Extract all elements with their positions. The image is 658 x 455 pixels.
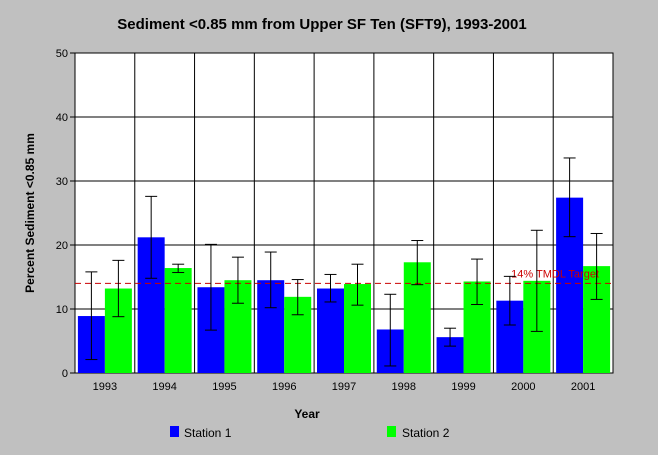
y-tick-label: 20 — [56, 240, 68, 252]
x-tick-label: 1995 — [212, 381, 236, 393]
y-tick-label: 0 — [62, 368, 68, 380]
x-tick-label: 2000 — [511, 381, 535, 393]
legend-label-station-2: Station 2 — [402, 426, 450, 440]
bar-station-2-1994 — [164, 268, 192, 373]
x-tick-label: 1997 — [332, 381, 356, 393]
x-axis-label: Year — [294, 407, 320, 421]
y-tick-label: 40 — [56, 112, 68, 124]
x-tick-label: 2001 — [571, 381, 595, 393]
chart-title: Sediment <0.85 mm from Upper SF Ten (SFT… — [117, 16, 526, 33]
ticks: 0 10 20 30 40 50 1993 1994 1995 1996 1997 1998 1999 2… — [56, 48, 596, 393]
legend-swatch-station-1 — [170, 426, 179, 437]
x-tick-label: 1996 — [272, 381, 296, 393]
x-tick-label: 1998 — [392, 381, 416, 393]
x-tick-label: 1994 — [152, 381, 176, 393]
legend-swatch-station-2 — [387, 426, 396, 437]
reference-line-group: 14% TMDL Target — [75, 268, 613, 284]
y-tick-label: 30 — [56, 176, 68, 188]
tmdl-target-label: 14% TMDL Target — [511, 268, 599, 280]
bar-station-1-1997 — [317, 288, 344, 373]
y-tick-label: 50 — [56, 48, 68, 60]
x-tick-label: 1999 — [451, 381, 475, 393]
legend: Station 1 Station 2 — [170, 426, 450, 440]
y-tick-label: 10 — [56, 304, 68, 316]
x-tick-label: 1993 — [93, 381, 117, 393]
error-bars — [85, 157, 603, 367]
legend-label-station-1: Station 1 — [184, 426, 232, 440]
y-axis-label: Percent Sediment <0.85 mm — [23, 133, 37, 293]
